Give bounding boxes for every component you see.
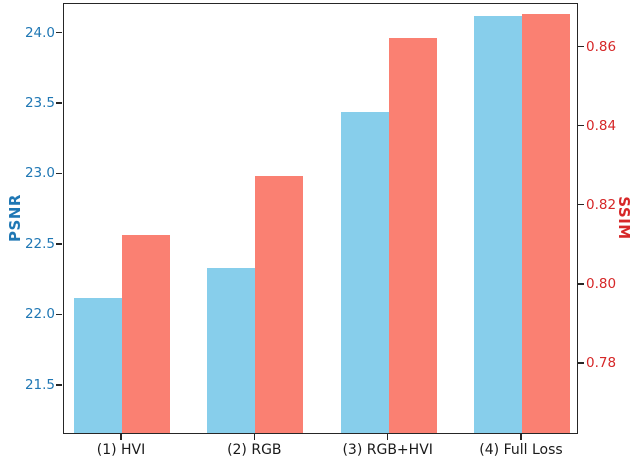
left-tick-mark [56,102,62,104]
x-category-label: (4) Full Loss [479,442,563,458]
left-tick-label: 24.0 [24,24,55,41]
left-tick-mark [56,31,62,34]
bar-ssim-4 [522,13,570,433]
x-tick-mark [253,434,256,440]
x-tick-mark [520,434,522,440]
right-tick-label: 0.80 [586,275,617,292]
right-tick-label: 0.82 [586,196,617,213]
bar-ssim-3 [388,37,437,433]
bar-psnr-2 [207,268,256,433]
left-tick-label: 22.5 [24,235,55,252]
x-tick-mark [120,434,122,440]
x-category-label: (2) RGB [227,442,282,458]
right-axis-title: SSIM [615,196,633,240]
bar-psnr-4 [474,16,522,433]
bar-psnr-1 [74,297,122,433]
left-tick-label: 21.5 [24,376,55,393]
bar-ssim-2 [255,176,304,433]
right-tick-mark [578,283,584,285]
left-tick-mark [56,313,62,315]
plot-area [63,3,578,434]
left-tick-mark [56,384,62,386]
left-tick-label: 23.0 [24,165,55,182]
left-tick-label: 22.0 [24,306,55,323]
right-tick-mark [578,203,584,206]
left-axis-title: PSNR [6,194,24,242]
right-tick-mark [578,45,584,48]
x-category-label: (1) HVI [96,442,146,458]
right-tick-label: 0.86 [586,38,617,55]
x-tick-mark [386,434,389,440]
left-tick-mark [56,243,62,245]
bar-psnr-3 [340,111,389,433]
x-category-label: (3) RGB+HVI [342,442,433,458]
right-tick-mark [578,124,584,127]
bar-ssim-1 [122,235,170,433]
left-tick-mark [56,172,62,175]
right-tick-label: 0.84 [586,117,617,134]
left-tick-label: 23.5 [24,95,55,111]
right-tick-mark [578,362,584,364]
right-tick-label: 0.78 [586,354,617,371]
